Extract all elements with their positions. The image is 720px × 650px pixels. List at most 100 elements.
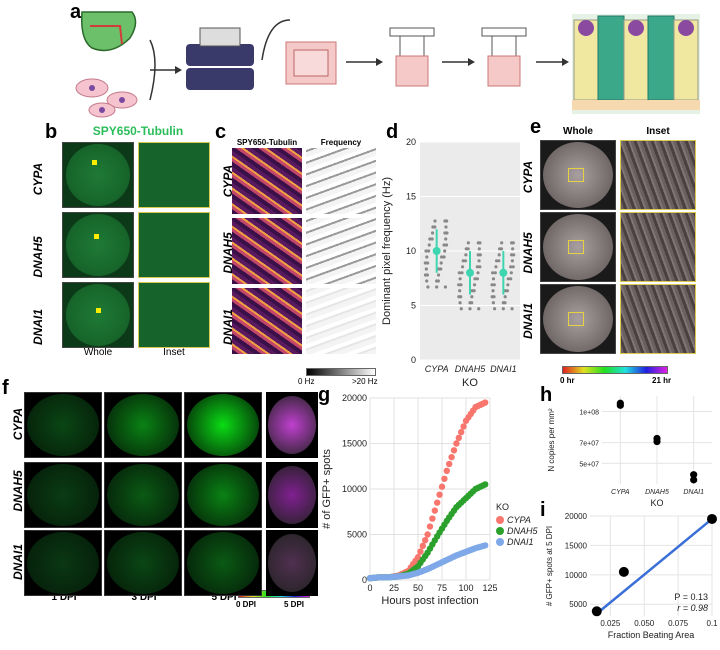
i-xtick: 0.050 bbox=[634, 619, 655, 628]
d-point-dnah5 bbox=[458, 277, 462, 281]
b-gene-cypa: CYPA bbox=[31, 162, 45, 196]
d-point-cypa bbox=[425, 255, 429, 259]
f-disc-dnai1-0 bbox=[27, 532, 99, 594]
e-gene-dnai1: DNAI1 bbox=[521, 303, 535, 340]
d-xtick-cypa: CYPA bbox=[425, 364, 449, 374]
d-point-dnai1 bbox=[491, 301, 495, 305]
d-point-dnah5 bbox=[464, 247, 468, 251]
i-ytick: 15000 bbox=[565, 541, 588, 550]
e-scale-max: 21 hr bbox=[652, 376, 672, 385]
g-point-cypa bbox=[443, 467, 450, 474]
g-legend-marker-cypa bbox=[496, 516, 504, 524]
f-merge-disc-dnai1 bbox=[268, 534, 316, 592]
c-tubulin-dnah5 bbox=[232, 218, 302, 284]
d-point-cypa bbox=[443, 219, 447, 223]
d-point-dnah5 bbox=[461, 259, 465, 263]
d-point-dnah5 bbox=[470, 295, 474, 299]
panel-label-d: d bbox=[386, 121, 399, 143]
g-point-cypa bbox=[422, 536, 429, 544]
d-point-dnai1 bbox=[491, 277, 496, 281]
i-fit-line bbox=[595, 517, 713, 615]
d-point-dnai1 bbox=[506, 277, 510, 281]
e-gene-cypa: CYPA bbox=[521, 160, 535, 194]
f-scale-min: 0 DPI bbox=[236, 600, 257, 609]
d-point-dnah5 bbox=[475, 277, 479, 281]
e-col-inset: Inset bbox=[646, 126, 670, 137]
b-whole-disc-cypa bbox=[66, 144, 130, 206]
f-merge-disc-dnah5 bbox=[268, 466, 316, 524]
d-point-dnah5 bbox=[470, 289, 474, 293]
c-scale-min: 0 Hz bbox=[298, 377, 315, 386]
panel-label-b: b bbox=[45, 121, 58, 143]
i-xtick: 0.025 bbox=[600, 619, 621, 628]
e-roi-dnai1 bbox=[568, 312, 584, 326]
g-ytick: 20000 bbox=[342, 393, 367, 403]
f-scale-max: 5 DPI bbox=[284, 600, 305, 609]
f-merge-disc-cypa bbox=[268, 396, 316, 454]
panel-label-c: c bbox=[215, 121, 227, 143]
d-point-dnai1 bbox=[490, 283, 494, 287]
f-disc-dnai1-1 bbox=[107, 532, 179, 594]
f-disc-cypa-2 bbox=[187, 394, 259, 456]
e-whole-disc-dnai1 bbox=[543, 286, 613, 352]
d-point-cypa bbox=[433, 219, 437, 223]
d-median-cypa bbox=[432, 247, 441, 255]
c-frequency-dnah5 bbox=[306, 218, 376, 284]
i-point bbox=[707, 513, 717, 524]
h-point-dnah5 bbox=[653, 437, 661, 446]
h-ytick: 7e+07 bbox=[579, 441, 599, 448]
d-point-cypa bbox=[437, 267, 441, 271]
d-point-dnai1 bbox=[509, 265, 513, 269]
g-legend-marker-dnah5 bbox=[496, 527, 504, 535]
f-gene-cypa: CYPA bbox=[11, 407, 25, 441]
d-point-dnah5 bbox=[463, 259, 468, 263]
d-point-cypa bbox=[444, 225, 448, 229]
i-annotation-p: P = 0.13 bbox=[674, 592, 708, 602]
f-col-3dpi: 3 DPI bbox=[131, 592, 157, 603]
d-point-dnai1 bbox=[492, 283, 496, 287]
d-point-dnai1 bbox=[503, 295, 507, 299]
panel-label-g: g bbox=[318, 384, 331, 406]
d-xtick-dnah5: DNAH5 bbox=[455, 364, 487, 374]
transwell-icon-2 bbox=[389, 27, 435, 87]
g-ytick: 10000 bbox=[342, 484, 367, 494]
d-point-dnai1 bbox=[498, 247, 502, 251]
d-point-dnah5 bbox=[476, 253, 480, 257]
f-col-1dpi: 1 DPI bbox=[51, 592, 77, 603]
d-point-cypa bbox=[439, 261, 443, 265]
g-point-cypa bbox=[419, 542, 426, 550]
panel-label-f: f bbox=[2, 377, 9, 399]
d-point-dnah5 bbox=[477, 307, 481, 311]
g-point-cypa bbox=[458, 428, 465, 436]
g-legend-label-dnai1: DNAI1 bbox=[507, 537, 534, 547]
d-point-cypa bbox=[423, 273, 428, 277]
d-point-cypa bbox=[423, 261, 427, 265]
d-point-dnah5 bbox=[458, 301, 462, 305]
d-point-dnah5 bbox=[476, 271, 480, 275]
d-point-dnah5 bbox=[461, 265, 465, 269]
d-point-dnah5 bbox=[473, 277, 477, 281]
d-point-dnah5 bbox=[477, 259, 481, 263]
e-gene-dnah5: DNAH5 bbox=[521, 232, 535, 274]
d-point-dnah5 bbox=[466, 241, 470, 245]
d-point-dnah5 bbox=[475, 265, 479, 269]
d-point-dnah5 bbox=[478, 265, 482, 269]
i-xtick: 0.1 bbox=[706, 619, 718, 628]
g-xlabel: Hours post infection bbox=[381, 595, 478, 607]
f-disc-dnai1-2 bbox=[187, 532, 259, 594]
workflow-illustration bbox=[75, 11, 700, 118]
d-point-cypa bbox=[426, 285, 430, 289]
g-legend-label-cypa: CYPA bbox=[507, 515, 531, 525]
i-ytick: 20000 bbox=[565, 512, 588, 521]
d-point-cypa bbox=[426, 261, 430, 265]
d-point-dnah5 bbox=[457, 295, 461, 299]
d-point-dnai1 bbox=[497, 253, 501, 257]
g-point-cypa bbox=[414, 554, 422, 561]
g-point-cypa bbox=[434, 499, 441, 506]
chart-i: 5000 10000 15000 20000 0.025 0.050 0.075 0.1 P =… bbox=[545, 512, 718, 640]
h-point-dnai1 bbox=[690, 476, 698, 484]
g-ytick: 5000 bbox=[347, 530, 367, 540]
e-inset-dnah5 bbox=[620, 212, 696, 282]
d-point-dnai1 bbox=[494, 265, 498, 269]
g-point-cypa bbox=[482, 399, 489, 406]
